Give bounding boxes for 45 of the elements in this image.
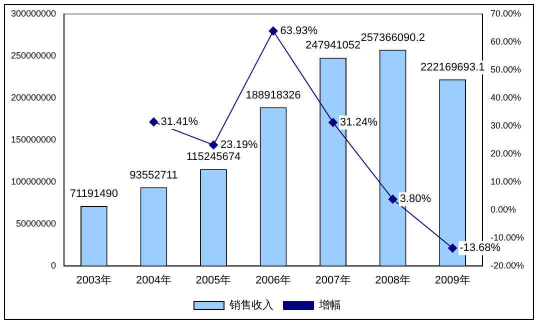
point — [328, 118, 338, 127]
data-label: 247941052 — [306, 40, 361, 52]
data-label: 222169693.1 — [420, 61, 485, 74]
x-tick-label: 2003年 — [76, 274, 112, 286]
data-label: 115245674 — [186, 151, 241, 164]
data-label: 31.41% — [160, 116, 198, 128]
y2-tick-label: 30.00% — [490, 120, 522, 130]
data-label: 63.93% — [280, 25, 318, 38]
y2-tick-label: 10.00% — [490, 176, 522, 186]
y2-tick-label: -10.00% — [490, 232, 524, 242]
x-tick-label: 2009年 — [434, 274, 470, 286]
point — [208, 140, 218, 150]
data-label: 188918326 — [246, 89, 301, 102]
y2-tick-label: 50.00% — [490, 64, 522, 74]
y2-tick-label: -20.00% — [490, 260, 524, 270]
x-tick-label: 2006年 — [256, 274, 292, 286]
x-tick-label: 2008年 — [375, 274, 411, 286]
y-tick-label: 300000000 — [10, 8, 56, 18]
x-tick-label: 2004年 — [136, 274, 172, 286]
data-label: 31.24% — [340, 116, 378, 128]
y2-tick-label: 20.00% — [490, 148, 522, 158]
y2-tick-label: 60.00% — [490, 36, 522, 46]
y-tick-label: 150000000 — [10, 134, 56, 144]
point — [149, 117, 158, 126]
legend-label: 销售收入 — [228, 298, 274, 312]
point — [388, 194, 398, 204]
y-tick-label: 50000000 — [16, 218, 56, 228]
data-label: -13.68% — [460, 242, 501, 254]
y-tick-label: 250000000 — [10, 50, 56, 60]
data-label: 257366090.2 — [360, 32, 425, 44]
data-label: 23.19% — [220, 138, 258, 151]
y2-tick-label: 40.00% — [490, 92, 522, 102]
x-tick-label: 2005年 — [196, 274, 232, 286]
legend-label: 增幅 — [318, 300, 341, 312]
data-label: 71191490 — [70, 188, 118, 200]
point — [268, 26, 278, 36]
point — [448, 244, 458, 253]
y-tick-label: 100000000 — [10, 176, 56, 186]
y2-tick-label: 0.00% — [490, 204, 516, 214]
data-label: 93552711 — [130, 169, 178, 182]
data-label: 3.80% — [400, 193, 432, 206]
x-tick-label: 2007年 — [315, 274, 351, 286]
y-tick-label: 200000000 — [10, 92, 56, 102]
y-tick-label: 0 — [51, 260, 56, 270]
y2-tick-label: 70.00% — [490, 8, 522, 18]
